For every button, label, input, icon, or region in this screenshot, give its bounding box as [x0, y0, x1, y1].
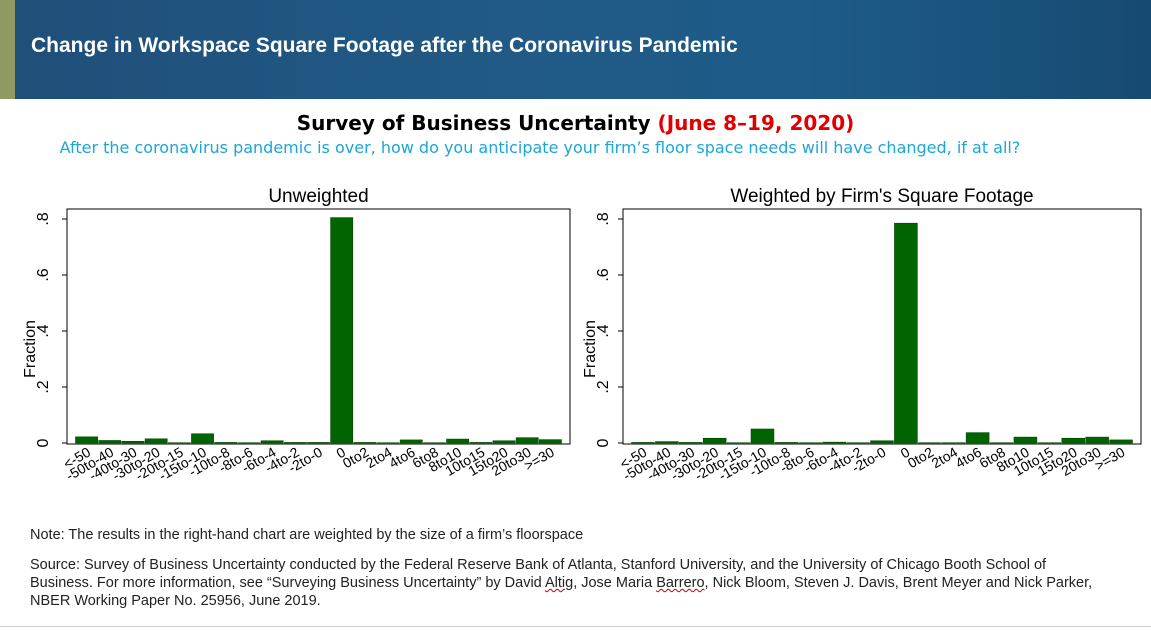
survey-title: Survey of Business Uncertainty (June 8–1… [0, 111, 1151, 135]
bar->=30 [539, 439, 562, 444]
bar--6to-4 [260, 440, 284, 444]
plot-frame [66, 208, 571, 445]
y-tick-label: .6 [595, 268, 612, 281]
bar--15to-10 [191, 433, 214, 444]
source-part-2: , Jose Maria [573, 575, 657, 591]
source-part-3: , Nick Bloom, Steven J. Davis, Brent Mey… [30, 575, 1093, 609]
survey-question: After the coronavirus pandemic is over, … [59, 138, 1021, 157]
bar--6to-4 [822, 441, 846, 444]
bar-15to20 [1061, 437, 1085, 444]
source-name-altig: Altig [544, 575, 574, 591]
bar-4to6 [965, 432, 990, 444]
bar--10to-8 [214, 442, 238, 444]
bar--40to-30 [679, 442, 703, 444]
bar-20to30 [515, 437, 539, 444]
y-axis-label: Fraction [582, 320, 599, 378]
bar-15to20 [492, 440, 516, 444]
source-text: Source: Survey of Business Uncertainty c… [30, 556, 1110, 610]
source-part-1: Source: Survey of Business Uncertainty c… [30, 557, 1047, 591]
bar-10to15 [469, 442, 493, 444]
bar-0 [330, 217, 354, 444]
y-tick-label: .4 [35, 324, 52, 337]
header-accent-bar [0, 0, 15, 99]
bar--10to-8 [774, 442, 799, 444]
bar-0to2 [353, 442, 377, 444]
bar--15to-10 [750, 428, 775, 444]
bar-8to10 [446, 438, 470, 444]
bar--2to-0 [870, 440, 894, 444]
bar--30to-20 [144, 438, 168, 444]
y-tick-label: .4 [595, 324, 612, 337]
y-tick-label: .2 [595, 380, 612, 393]
header-banner: Change in Workspace Square Footage after… [0, 0, 1151, 99]
bar-0 [894, 222, 918, 444]
y-tick-label: .8 [595, 212, 612, 225]
bottom-divider [0, 626, 1151, 627]
bar-<-50 [75, 436, 98, 444]
chart-weighted: Weighted by Firm's Square Footage Fractio… [582, 186, 1142, 484]
survey-dates: (June 8–19, 2020) [657, 111, 855, 135]
bar--2to-0 [307, 442, 330, 444]
chart-title: Unweighted [268, 186, 368, 207]
bar->=30 [1109, 439, 1133, 444]
bar--50to-40 [98, 440, 122, 444]
y-tick-label: 0 [35, 438, 52, 447]
slide-title: Change in Workspace Square Footage after… [31, 34, 738, 57]
survey-name: Survey of Business Uncertainty [296, 111, 651, 135]
bar-<-50 [631, 442, 655, 444]
bar-20to30 [1085, 436, 1109, 444]
y-tick-label: .2 [35, 380, 52, 393]
source-name-barrero: Barrero [656, 575, 705, 591]
y-tick-label: .6 [35, 268, 52, 281]
chart-title: Weighted by Firm's Square Footage [730, 186, 1033, 207]
bar-8to10 [1013, 436, 1038, 444]
y-axis-label: Fraction [22, 320, 39, 378]
chart-unweighted: UnweightedFraction0.2.4.6.8<-50-50to-40-… [22, 186, 571, 484]
y-tick-label: .8 [35, 212, 52, 225]
plot-frame [622, 208, 1142, 445]
bar--40to-30 [121, 441, 145, 444]
y-tick-label: 0 [595, 438, 612, 447]
bar-4to6 [399, 439, 423, 444]
bar--4to-2 [283, 442, 307, 444]
note-text: Note: The results in the right-hand char… [30, 527, 584, 543]
bar--50to-40 [655, 441, 679, 444]
bar--30to-20 [702, 437, 727, 444]
